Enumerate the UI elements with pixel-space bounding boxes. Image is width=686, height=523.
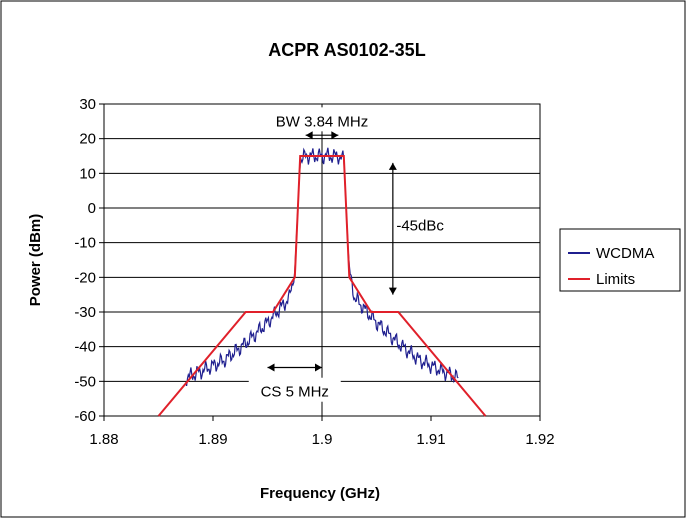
y-tick-label: 20 bbox=[79, 131, 96, 148]
annotation-bg bbox=[248, 377, 341, 402]
annotation-bw-arrow-head-right bbox=[331, 131, 339, 140]
annotation-bw-arrow-head-left bbox=[305, 131, 313, 140]
series-line-wcdma bbox=[185, 147, 459, 387]
annotations: BW 3.84 MHz -45dBc CS 5 MHz bbox=[248, 107, 459, 402]
x-tick-label: 1.89 bbox=[198, 431, 227, 448]
series-lines bbox=[157, 147, 487, 417]
annotation-bg bbox=[382, 211, 459, 236]
y-tick-label: -40 bbox=[74, 339, 96, 356]
x-tick-label: 1.91 bbox=[416, 431, 445, 448]
annotation-cs-label: CS 5 MHz bbox=[261, 384, 329, 401]
y-tick-label: 30 bbox=[79, 96, 96, 113]
x-tick-label: 1.9 bbox=[312, 431, 333, 448]
y-tick-label: -10 bbox=[74, 235, 96, 252]
y-tick-label: -30 bbox=[74, 304, 96, 321]
annotation-cs-arrow-head-left bbox=[267, 363, 275, 372]
x-tick-label: 1.92 bbox=[525, 431, 554, 448]
y-tick-label: -60 bbox=[74, 408, 96, 425]
series-line-limits bbox=[157, 155, 487, 417]
legend-box bbox=[559, 228, 681, 292]
x-tick-label: 1.88 bbox=[89, 431, 118, 448]
y-tick-label: -50 bbox=[74, 373, 96, 390]
annotation-bw-label: BW 3.84 MHz bbox=[276, 113, 369, 130]
annotation-dbc-arrow-head-top bbox=[388, 162, 397, 170]
chart-title: ACPR AS0102-35L bbox=[268, 40, 425, 60]
axis-ticks: 30 20 10 0 -10 -20 -30 -40 -50 -60 1.88 1.89 1.9 1.91… bbox=[74, 96, 554, 448]
y-axis-label: Power (dBm) bbox=[27, 214, 44, 307]
annotation-dbc-arrow-head-bottom bbox=[388, 287, 397, 295]
legend-label-wcdma: WCDMA bbox=[596, 245, 654, 262]
legend-label-limits: Limits bbox=[596, 271, 635, 288]
y-tick-label: 10 bbox=[79, 165, 96, 182]
legend: WCDMA Limits bbox=[559, 228, 681, 292]
x-axis-label: Frequency (GHz) bbox=[260, 485, 380, 502]
annotation-bg bbox=[266, 107, 378, 132]
annotation-dbc-label: -45dBc bbox=[396, 217, 444, 234]
y-tick-label: -20 bbox=[74, 269, 96, 286]
y-tick-label: 0 bbox=[88, 200, 96, 217]
annotation-cs-arrow-head-right bbox=[315, 363, 322, 372]
